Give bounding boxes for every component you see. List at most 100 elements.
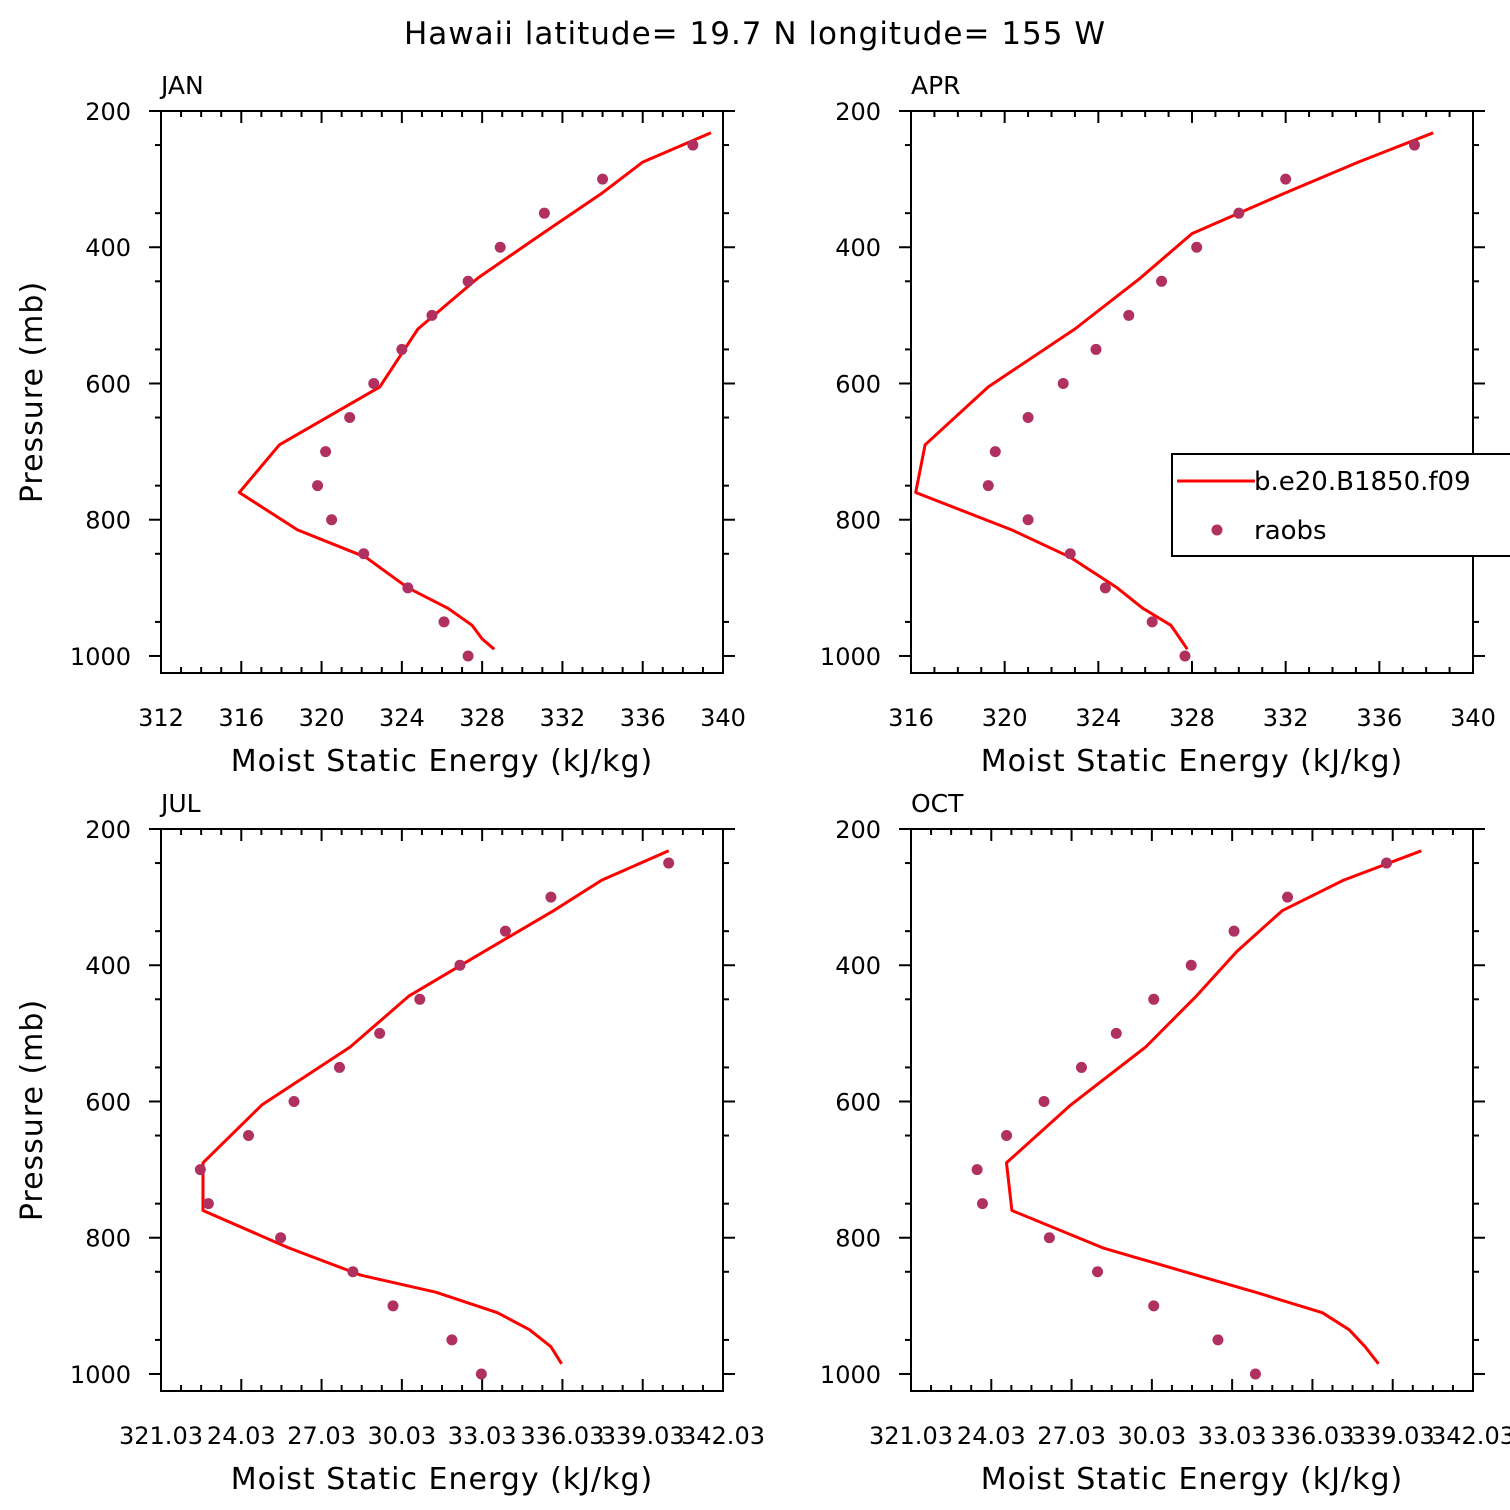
x-tick-label: 332 bbox=[540, 704, 586, 732]
obs-point bbox=[1148, 993, 1160, 1005]
x-tick-label: 33.03 bbox=[1198, 1422, 1267, 1450]
obs-point bbox=[1123, 309, 1135, 321]
obs-point bbox=[312, 480, 324, 492]
obs-point bbox=[438, 616, 450, 628]
obs-point bbox=[1228, 925, 1240, 937]
obs-point bbox=[462, 650, 474, 662]
obs-point bbox=[475, 1368, 487, 1380]
obs-point bbox=[243, 1130, 255, 1142]
obs-point bbox=[1148, 1300, 1160, 1312]
obs-point bbox=[334, 1061, 346, 1073]
obs-point bbox=[396, 343, 408, 355]
obs-point bbox=[374, 1027, 386, 1039]
panel-jul: JUL 321.03 24.03 27.03 30.03 33.03 336.03339.0… bbox=[15, 789, 765, 1497]
obs-point bbox=[1156, 275, 1168, 287]
y-tick-label: 600 bbox=[85, 370, 131, 398]
y-axis-title: Pressure (mb) bbox=[15, 281, 50, 503]
obs-point bbox=[347, 1266, 359, 1278]
y-tick-label: 1000 bbox=[820, 1361, 881, 1389]
obs-point bbox=[368, 377, 380, 389]
x-tick-label: 342.03 bbox=[681, 1422, 765, 1450]
y-tick-label: 1000 bbox=[70, 1361, 131, 1389]
obs-point bbox=[1381, 857, 1393, 869]
model-line bbox=[201, 849, 670, 1365]
obs-point bbox=[288, 1095, 300, 1107]
obs-point bbox=[1280, 173, 1292, 185]
y-tick-label: 400 bbox=[835, 234, 881, 262]
x-tick-label: 340 bbox=[1450, 704, 1496, 732]
x-tick-label: 30.03 bbox=[1117, 1422, 1186, 1450]
obs-point bbox=[545, 891, 557, 903]
x-tick-label: 324 bbox=[379, 704, 425, 732]
plot-frame bbox=[160, 110, 724, 674]
panel-title: JUL bbox=[159, 789, 201, 818]
legend-box bbox=[1171, 453, 1510, 557]
obs-point bbox=[1146, 616, 1158, 628]
obs-point bbox=[1022, 514, 1034, 526]
x-tick-label: 24.03 bbox=[207, 1422, 276, 1450]
obs-point bbox=[275, 1232, 287, 1244]
obs-point bbox=[202, 1198, 214, 1210]
y-tick-label: 800 bbox=[835, 507, 881, 535]
legend: b.e20.B1850.f09 raobs bbox=[1171, 453, 1510, 557]
obs-point bbox=[426, 309, 438, 321]
obs-point bbox=[1282, 891, 1294, 903]
x-axis-title: Moist Static Energy (kJ/kg) bbox=[981, 744, 1404, 779]
x-tick-label: 316 bbox=[888, 704, 934, 732]
obs-point bbox=[538, 207, 550, 219]
legend-model-label: b.e20.B1850.f09 bbox=[1254, 467, 1471, 497]
obs-point bbox=[194, 1164, 206, 1176]
panel-title: JAN bbox=[159, 71, 204, 100]
obs-point bbox=[687, 139, 699, 151]
x-tick-label: 27.03 bbox=[287, 1422, 356, 1450]
obs-point bbox=[663, 857, 675, 869]
x-axis-title: Moist Static Energy (kJ/kg) bbox=[231, 744, 654, 779]
panel-oct: OCT 321.03 24.03 27.03 30.03 33.03 336.03339.0… bbox=[820, 789, 1510, 1497]
y-tick-label: 800 bbox=[85, 507, 131, 535]
y-tick-label: 600 bbox=[835, 1088, 881, 1116]
obs-point bbox=[982, 480, 994, 492]
plot-frame bbox=[910, 110, 1474, 674]
y-tick-label: 1000 bbox=[820, 643, 881, 671]
obs-point bbox=[1212, 1334, 1224, 1346]
obs-point bbox=[1057, 377, 1069, 389]
obs-point bbox=[971, 1164, 983, 1176]
figure-title: Hawaii latitude= 19.7 N longitude= 155 W bbox=[404, 16, 1106, 52]
obs-point bbox=[1043, 1232, 1055, 1244]
x-tick-label: 312 bbox=[138, 704, 184, 732]
x-tick-label: 342.03 bbox=[1431, 1422, 1510, 1450]
x-tick-label: 324 bbox=[1075, 704, 1121, 732]
obs-point bbox=[1110, 1027, 1122, 1039]
obs-point bbox=[1001, 1130, 1013, 1142]
obs-point bbox=[358, 548, 370, 560]
model-line bbox=[237, 131, 712, 651]
obs-point bbox=[1185, 959, 1197, 971]
obs-point bbox=[1038, 1095, 1050, 1107]
obs-point bbox=[446, 1334, 458, 1346]
obs-point bbox=[1092, 1266, 1104, 1278]
y-tick-label: 400 bbox=[85, 952, 131, 980]
panel-jan: JAN 312 316 320 324 328 332 336 340 200 400 600 800 1… bbox=[15, 71, 746, 779]
x-tick-label: 320 bbox=[299, 704, 345, 732]
obs-point bbox=[499, 925, 511, 937]
x-tick-label: 332 bbox=[1263, 704, 1309, 732]
x-tick-label: 321.03 bbox=[869, 1422, 953, 1450]
obs-point bbox=[989, 446, 1001, 458]
x-tick-label: 336.03 bbox=[520, 1422, 604, 1450]
x-tick-label: 328 bbox=[1169, 704, 1215, 732]
panel-title: OCT bbox=[911, 789, 964, 818]
x-tick-label: 340 bbox=[700, 704, 746, 732]
model-line bbox=[1005, 849, 1422, 1365]
obs-point bbox=[320, 446, 332, 458]
y-tick-label: 200 bbox=[85, 98, 131, 126]
obs-point bbox=[597, 173, 609, 185]
x-tick-label: 27.03 bbox=[1037, 1422, 1106, 1450]
x-tick-label: 336 bbox=[1356, 704, 1402, 732]
obs-point bbox=[1064, 548, 1076, 560]
y-tick-label: 200 bbox=[85, 816, 131, 844]
y-axis-title: Pressure (mb) bbox=[15, 999, 50, 1221]
obs-point bbox=[494, 241, 506, 253]
x-tick-label: 320 bbox=[982, 704, 1028, 732]
x-tick-label: 336 bbox=[620, 704, 666, 732]
